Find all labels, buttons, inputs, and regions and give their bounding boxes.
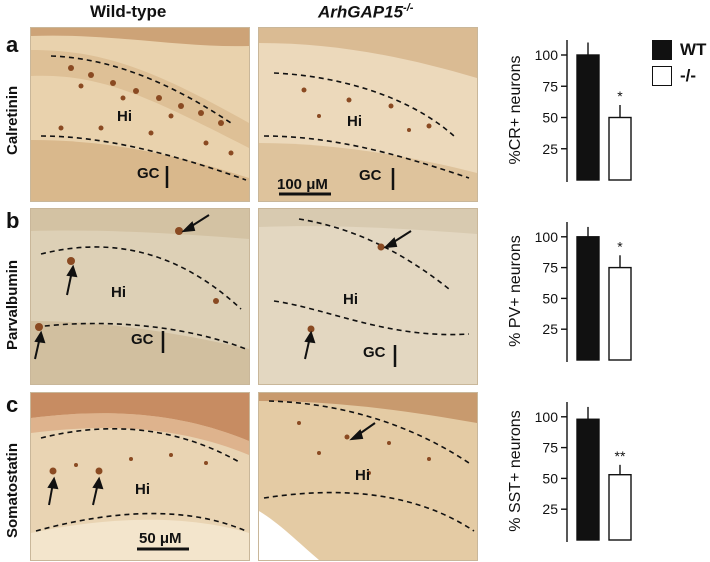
micrograph-a-wildtype: Hi GC — [30, 27, 250, 202]
header-knockout: ArhGAP15-/- — [318, 2, 413, 23]
row-label-calretinin: Calretinin — [4, 85, 21, 155]
y-tick-label: 50 — [542, 110, 558, 126]
micrograph-a-knockout: Hi GC 100 μM — [258, 27, 478, 202]
row-label-somatostatin: Somatostatin — [4, 442, 21, 538]
bar-ko — [608, 473, 632, 541]
micrograph-b-wildtype: Hi GC — [30, 208, 250, 385]
legend-item-ko: -/- — [652, 66, 706, 86]
significance-marker: ** — [615, 448, 626, 464]
micrograph-c-knockout: Hi — [258, 392, 478, 561]
legend-swatch-ko — [652, 66, 672, 86]
label-gc-a-wt: GC — [137, 165, 160, 182]
y-axis-label: % SST+ neurons — [507, 410, 524, 531]
bar-wt — [576, 236, 600, 361]
legend: WT -/- — [652, 40, 706, 86]
legend-label-ko: -/- — [680, 66, 697, 85]
chart-somatostatin: 25 50 75 100 % SST+ neurons ** — [490, 384, 650, 560]
y-tick-label: 50 — [542, 290, 558, 306]
bar-wt — [576, 418, 600, 541]
bar-ko — [608, 266, 632, 361]
significance-marker: * — [617, 88, 623, 104]
label-hi-c-wt: Hi — [135, 481, 150, 498]
header-wildtype: Wild-type — [90, 2, 167, 21]
y-axis-label: % PV+ neurons — [507, 235, 524, 347]
y-tick-label: 25 — [542, 141, 558, 157]
chart-parvalbumin: 25 50 75 100 % PV+ neurons * — [490, 204, 650, 380]
panel-letter-b: b — [6, 208, 20, 233]
y-tick-label: 100 — [535, 409, 559, 425]
label-hi-a-ko: Hi — [347, 113, 362, 130]
micrograph-c-wildtype: Hi 50 μM — [30, 392, 250, 561]
row-label-parvalbumin: Parvalbumin — [4, 259, 21, 351]
y-tick-label: 75 — [542, 78, 558, 94]
label-gc-a-ko: GC — [359, 167, 382, 184]
label-hi-a-wt: Hi — [117, 108, 132, 125]
chart-calretinin: 25 50 75 100 %CR+ neurons * — [490, 22, 650, 200]
y-tick-label: 25 — [542, 321, 558, 337]
panel-letter-a: a — [6, 32, 19, 57]
scalebar-label-100: 100 μM — [277, 176, 328, 193]
label-hi-c-ko: Hi — [355, 467, 370, 484]
y-tick-label: 75 — [542, 440, 558, 456]
label-hi-b-wt: Hi — [111, 284, 126, 301]
bar-ko — [608, 116, 632, 181]
bar-wt — [576, 54, 600, 181]
scalebar-label-50: 50 μM — [139, 530, 182, 547]
label-gc-b-ko: GC — [363, 344, 386, 361]
panel-letter-c: c — [6, 392, 19, 417]
y-axis-label: %CR+ neurons — [507, 56, 524, 165]
label-hi-b-ko: Hi — [343, 291, 358, 308]
y-tick-label: 75 — [542, 260, 558, 276]
significance-marker: * — [617, 238, 623, 254]
legend-item-wt: WT — [652, 40, 706, 60]
legend-label-wt: WT — [680, 40, 707, 59]
header-knockout-gene: ArhGAP15 — [318, 2, 404, 22]
header-knockout-sup: -/- — [403, 2, 414, 14]
micrograph-b-knockout: Hi GC — [258, 208, 478, 385]
y-tick-label: 25 — [542, 501, 558, 517]
y-tick-label: 100 — [535, 229, 559, 245]
legend-swatch-wt — [652, 40, 672, 60]
y-tick-label: 50 — [542, 470, 558, 486]
label-gc-b-wt: GC — [131, 331, 154, 348]
y-tick-label: 100 — [535, 47, 559, 63]
